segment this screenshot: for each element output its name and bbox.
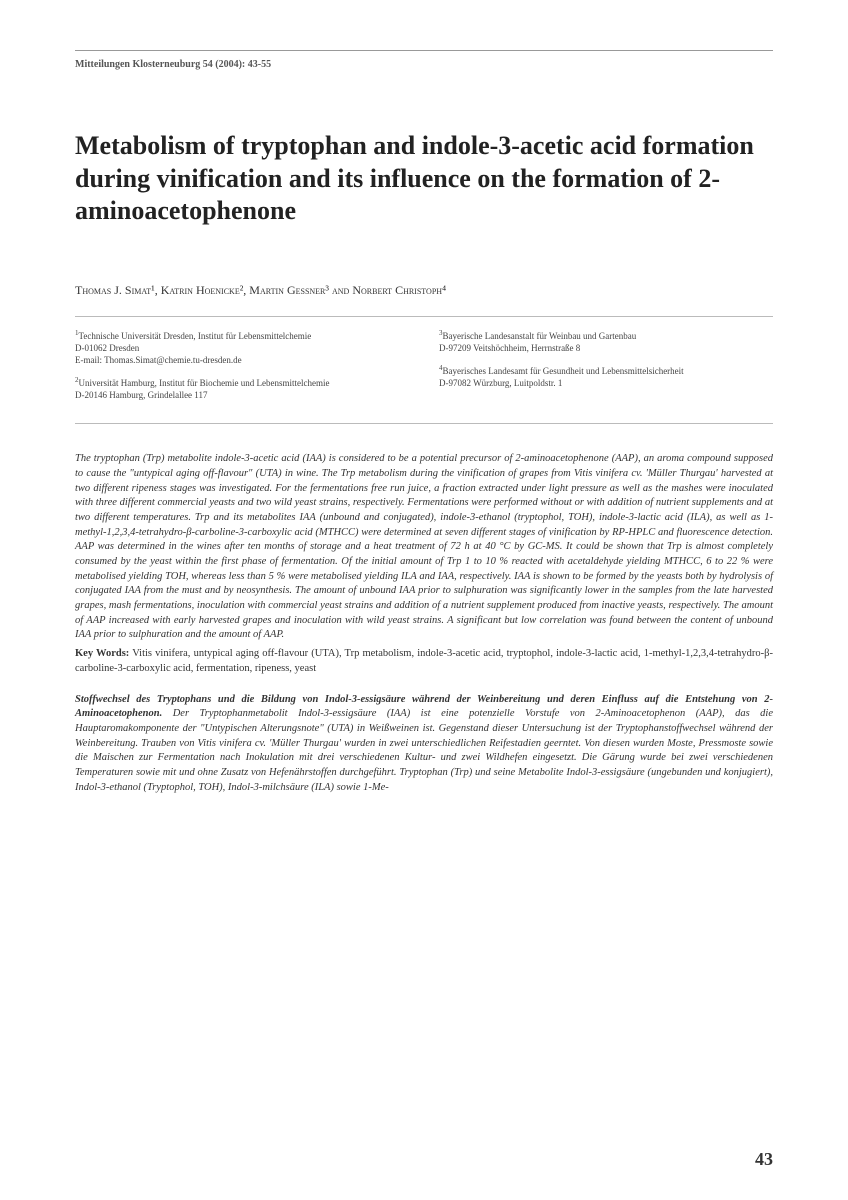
abstract-german-body: Der Tryptophanmetabolit Indol-3-essigsäu… bbox=[75, 708, 773, 792]
article-title: Metabolism of tryptophan and indole-3-ac… bbox=[75, 130, 773, 228]
affil-line: Technische Universität Dresden, Institut… bbox=[79, 331, 312, 341]
affiliations-right-column: 3Bayerische Landesanstalt für Weinbau un… bbox=[439, 329, 773, 412]
affil-line: D-97209 Veitshöchheim, Herrnstraße 8 bbox=[439, 343, 580, 353]
affil-line: Bayerisches Landesamt für Gesundheit und… bbox=[443, 366, 684, 376]
journal-header: Mitteilungen Klosterneuburg 54 (2004): 4… bbox=[75, 59, 773, 70]
keywords-paragraph: Key Words: Vitis vinifera, untypical agi… bbox=[75, 647, 773, 676]
affiliation-2: 2Universität Hamburg, Institut für Bioch… bbox=[75, 376, 409, 401]
affil-line: E-mail: Thomas.Simat@chemie.tu-dresden.d… bbox=[75, 355, 242, 365]
keywords-label: Key Words: bbox=[75, 648, 129, 659]
affiliations-block: 1Technische Universität Dresden, Institu… bbox=[75, 329, 773, 412]
keywords-text: Vitis vinifera, untypical aging off-flav… bbox=[75, 648, 773, 674]
affil-line: D-20146 Hamburg, Grindelallee 117 bbox=[75, 390, 207, 400]
affiliation-4: 4Bayerisches Landesamt für Gesundheit un… bbox=[439, 364, 773, 389]
page-number: 43 bbox=[755, 1149, 773, 1170]
authors-line: Thomas J. Simat¹, Katrin Hoenicke², Mart… bbox=[75, 283, 773, 298]
affil-line: D-01062 Dresden bbox=[75, 343, 139, 353]
abstract-german: Stoffwechsel des Tryptophans und die Bil… bbox=[75, 693, 773, 796]
abstract-english: The tryptophan (Trp) metabolite indole-3… bbox=[75, 452, 773, 643]
affiliations-bottom-rule bbox=[75, 423, 773, 424]
affiliation-1: 1Technische Universität Dresden, Institu… bbox=[75, 329, 409, 366]
affil-line: Bayerische Landesanstalt für Weinbau und… bbox=[443, 331, 637, 341]
affiliation-3: 3Bayerische Landesanstalt für Weinbau un… bbox=[439, 329, 773, 354]
affil-line: D-97082 Würzburg, Luitpoldstr. 1 bbox=[439, 378, 562, 388]
affiliations-left-column: 1Technische Universität Dresden, Institu… bbox=[75, 329, 409, 412]
affiliations-top-rule bbox=[75, 316, 773, 317]
affil-line: Universität Hamburg, Institut für Bioche… bbox=[79, 378, 330, 388]
top-rule bbox=[75, 50, 773, 51]
